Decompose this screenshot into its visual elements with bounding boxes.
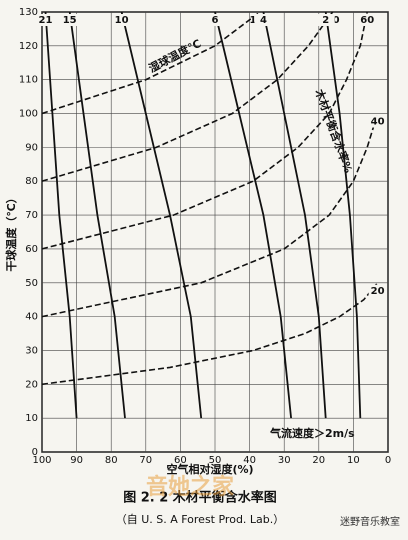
y-tick-label: 0 [32, 447, 38, 458]
curve [214, 11, 292, 419]
curve-label: 40 [371, 117, 385, 128]
x-tick-label: 30 [278, 455, 291, 466]
curve-label: 10 [115, 15, 129, 26]
airflow-label: 气流速度＞2m/s [269, 426, 355, 440]
label-bg [358, 14, 377, 26]
curve-label: 21 [38, 15, 52, 26]
curve-label: 15 [63, 15, 77, 26]
curve-label: 4 [260, 15, 267, 26]
y-tick-label: 120 [19, 41, 38, 52]
y-tick-label: 50 [25, 278, 38, 289]
label-bg [206, 14, 224, 26]
x-tick-label: 60 [174, 455, 187, 466]
label-bg [254, 14, 273, 26]
curve [44, 11, 78, 419]
caption: 图 2. 2 木材平衡含水率图 [123, 490, 277, 506]
curve [41, 11, 261, 115]
x-tick-label: 40 [243, 455, 256, 466]
curve-label: 6 [212, 15, 219, 26]
y-tick-label: 70 [25, 210, 38, 221]
label-bg [60, 14, 79, 26]
y-tick-label: 130 [19, 7, 38, 18]
label-bg [112, 14, 131, 26]
curve-label: 20 [371, 286, 385, 297]
curve-label: 60 [360, 15, 374, 26]
curve [41, 282, 379, 386]
curve [262, 11, 327, 419]
x-tick-label: 100 [32, 455, 51, 466]
y-tick-label: 90 [25, 142, 38, 153]
x-tick-label: 70 [139, 455, 152, 466]
curve [324, 11, 362, 419]
curve [68, 11, 126, 419]
curve [120, 11, 203, 419]
y-axis-label: 干球温度（℃） [4, 192, 18, 271]
y-tick-label: 80 [25, 176, 38, 187]
y-tick-label: 20 [25, 379, 38, 390]
curve-label: 2 [322, 15, 329, 26]
label-bg [368, 284, 387, 297]
x-axis-label: 空气相对湿度(%) [166, 462, 253, 476]
x-tick-label: 50 [209, 455, 222, 466]
label-bg [316, 14, 335, 26]
x-tick-label: 0 [385, 455, 391, 466]
y-tick-label: 60 [25, 244, 38, 255]
y-tick-label: 30 [25, 345, 38, 356]
curve [41, 11, 334, 182]
label-bg [368, 115, 387, 128]
curve [41, 113, 379, 318]
y-tick-label: 100 [19, 109, 38, 120]
x-tick-label: 20 [312, 455, 325, 466]
curve [41, 11, 368, 250]
x-tick-label: 90 [70, 455, 83, 466]
y-tick-label: 110 [19, 75, 38, 86]
watermark: 迷野音乐教室 [340, 515, 400, 528]
label-bg [36, 14, 55, 26]
x-tick-label: 10 [347, 455, 360, 466]
y-tick-label: 10 [25, 413, 38, 424]
source: （自 U. S. A Forest Prod. Lab.） [116, 513, 285, 526]
watermark: 音她之家 [146, 474, 235, 500]
x-tick-label: 80 [105, 455, 118, 466]
y-tick-label: 40 [25, 312, 38, 323]
